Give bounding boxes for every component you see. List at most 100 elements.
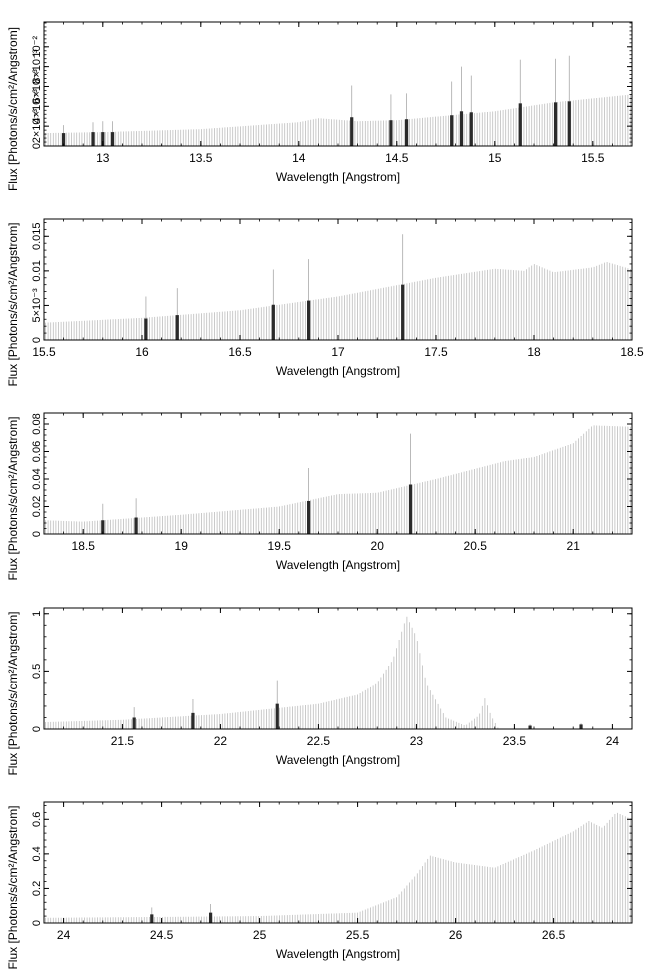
continuum-sticks — [45, 262, 631, 340]
line-bar — [91, 132, 95, 146]
y-tick-label: 0.06 — [31, 441, 43, 462]
line-bar — [450, 115, 454, 146]
line-bar — [175, 315, 179, 340]
line-bar — [134, 517, 138, 534]
continuum-sticks — [45, 425, 631, 534]
x-tick-label: 13.5 — [189, 151, 213, 165]
chart-panel-4: 21.5 22 22.5 23 23.5 24 0 0.5 1 Wavelength [Angst… — [6, 607, 633, 776]
y-tick-label: 6×10⁻³ — [31, 69, 43, 104]
line-bar — [101, 520, 105, 534]
chart-panel-1: 13 13.5 14 14.5 15 15.5 02×10⁻³4×10⁻³6×10⁻³8×1… — [6, 21, 633, 191]
x-tick-label: 18 — [527, 345, 541, 359]
line-bar — [579, 724, 583, 729]
y-axis-title: Flux [Photons/s/cm²/Angstrom] — [6, 222, 20, 386]
plot-frame — [43, 801, 633, 924]
x-tick-label: 24.5 — [150, 928, 174, 942]
x-tick-label: 15 — [488, 151, 502, 165]
x-tick-label: 15.5 — [581, 151, 605, 165]
x-tick-label: 19 — [175, 539, 189, 553]
x-tick-label: 22 — [214, 734, 228, 748]
line-bar — [405, 119, 409, 146]
y-tick-label: 0 — [31, 143, 43, 149]
x-tick-label: 26.5 — [542, 928, 566, 942]
line-bar — [144, 318, 148, 340]
line-bar — [469, 112, 473, 146]
x-tick-label: 16 — [135, 345, 149, 359]
x-tick-label: 25 — [253, 928, 267, 942]
y-tick-label: 0.01 — [31, 260, 43, 281]
y-tick-label: 0 — [31, 531, 43, 537]
line-bar — [101, 132, 105, 146]
y-tick-label: 0.5 — [31, 664, 43, 679]
y-tick-label: 5×10⁻³ — [31, 288, 43, 323]
x-tick-label: 25.5 — [346, 928, 370, 942]
x-tick-label: 26 — [449, 928, 463, 942]
plot-frame — [43, 412, 633, 535]
line-bar — [528, 725, 532, 729]
x-tick-label: 14 — [292, 151, 306, 165]
line-bar — [389, 120, 393, 146]
x-axis-title: Wavelength [Angstrom] — [276, 170, 400, 184]
plot-frame — [43, 218, 633, 341]
line-bar — [111, 132, 115, 146]
y-axis-title: Flux [Photons/s/cm²/Angstrom] — [6, 27, 20, 191]
line-bar — [553, 102, 558, 146]
x-tick-label: 24 — [606, 734, 620, 748]
x-tick-label: 19.5 — [268, 539, 292, 553]
line-bar — [307, 300, 311, 340]
y-tick-label: 0.08 — [31, 413, 43, 434]
plot-frame — [43, 21, 633, 147]
continuum-sticks — [45, 812, 631, 923]
line-bar — [401, 284, 405, 340]
x-tick-label: 22.5 — [307, 734, 331, 748]
line-bar — [275, 703, 279, 729]
y-tick-label: 1 — [31, 611, 43, 617]
continuum-sticks — [45, 616, 499, 729]
x-tick-label: 14.5 — [385, 151, 409, 165]
y-tick-label: 10⁻² — [31, 36, 43, 58]
x-axis-title: Wavelength [Angstrom] — [276, 947, 400, 961]
x-tick-label: 23.5 — [503, 734, 527, 748]
y-tick-label: 0.4 — [31, 846, 43, 861]
continuum-sticks — [45, 94, 631, 146]
line-bar — [150, 914, 154, 923]
line-bar — [350, 117, 354, 146]
x-tick-label: 20 — [371, 539, 385, 553]
x-tick-label: 16.5 — [228, 345, 252, 359]
chart-panel-5: 24 24.5 25 25.5 26 26.5 0 0.2 0.4 0.6 Wavelength [… — [6, 801, 633, 970]
line-bar — [518, 103, 522, 146]
y-tick-label: 0.04 — [31, 468, 43, 489]
line-bar — [408, 484, 413, 534]
line-bar — [209, 912, 213, 923]
chart-panel-2: 15.5 16 16.5 17 17.5 18 18.5 0 5×10⁻³ 0.01 0.015 Wa… — [6, 218, 644, 387]
x-tick-label: 20.5 — [464, 539, 488, 553]
y-tick-label: 8×10⁻³ — [31, 49, 43, 84]
x-tick-label: 23 — [410, 734, 424, 748]
y-tick-label: 0.015 — [31, 223, 43, 251]
y-tick-label: 0.02 — [31, 496, 43, 517]
chart-panel-3: 18.5 19 19.5 20 20.5 21 0 0.02 0.04 0.06 0.08 Wavel… — [6, 412, 633, 581]
x-tick-label: 17 — [331, 345, 345, 359]
y-tick-label: 0 — [31, 337, 43, 343]
line-bar — [191, 712, 195, 729]
y-tick-label: 0.2 — [31, 881, 43, 896]
x-tick-label: 21.5 — [111, 734, 135, 748]
y-tick-label: 0.6 — [31, 812, 43, 827]
y-axis-title: Flux [Photons/s/cm²/Angstrom] — [6, 416, 20, 580]
y-tick-label: 0 — [31, 726, 43, 732]
x-tick-label: 24 — [57, 928, 71, 942]
plot-frame — [43, 607, 633, 730]
line-bar — [62, 133, 66, 146]
x-tick-label: 21 — [567, 539, 581, 553]
y-tick-label: 4×10⁻³ — [31, 89, 43, 124]
y-axis-title: Flux [Photons/s/cm²/Angstrom] — [6, 805, 20, 969]
x-tick-label: 15.5 — [32, 345, 56, 359]
y-tick-label: 2×10⁻³ — [31, 109, 43, 144]
x-tick-label: 13 — [96, 151, 110, 165]
x-tick-label: 18.5 — [620, 345, 644, 359]
x-axis-title: Wavelength [Angstrom] — [276, 364, 400, 378]
y-axis-title: Flux [Photons/s/cm²/Angstrom] — [6, 611, 20, 775]
x-tick-label: 18.5 — [72, 539, 96, 553]
line-bar — [271, 304, 275, 340]
